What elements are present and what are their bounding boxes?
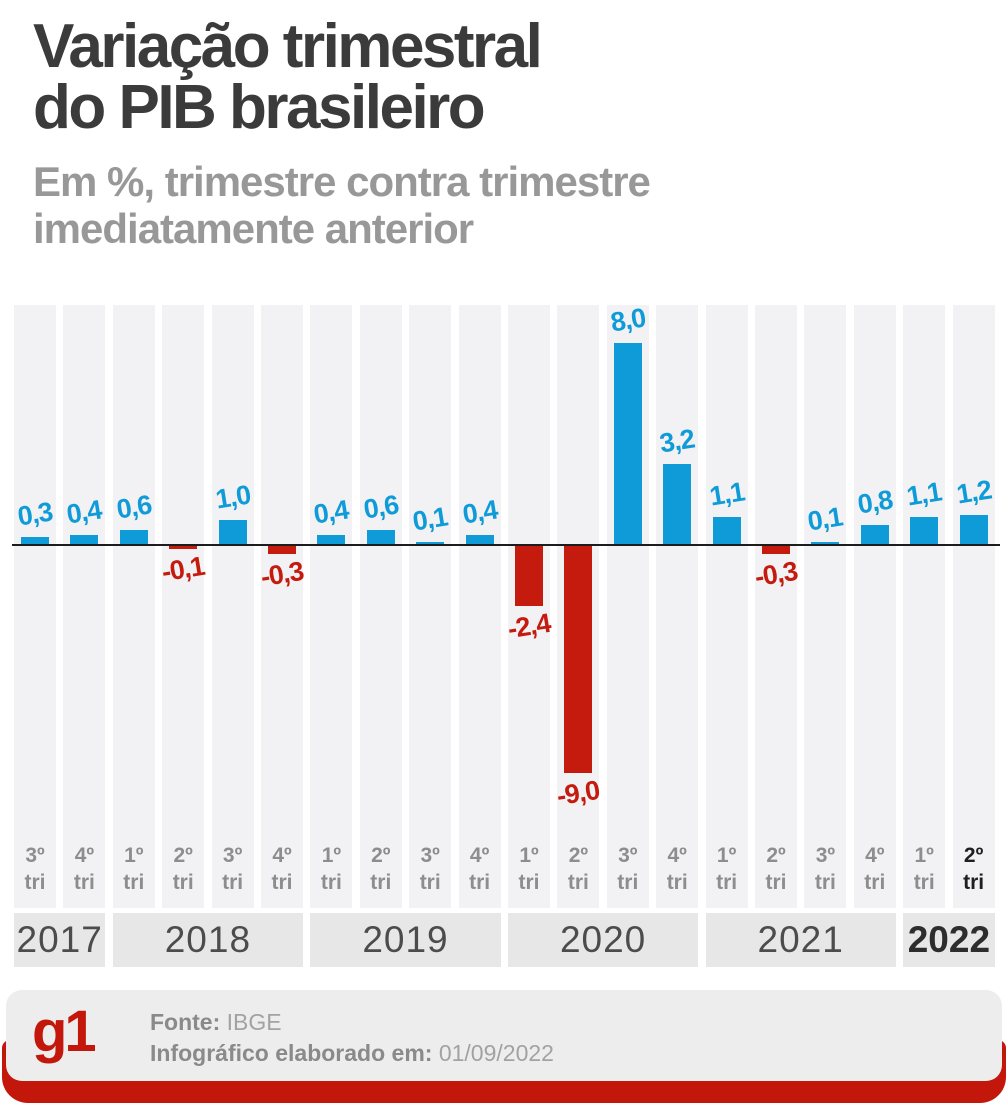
chart-column-stripe xyxy=(261,305,303,908)
date-value: 01/09/2022 xyxy=(438,1040,554,1066)
bar xyxy=(268,546,296,554)
g1-logo: g1 xyxy=(32,999,97,1064)
date-label: Infográfico elaborado em: xyxy=(150,1040,433,1066)
bar-value-label: -2,4 xyxy=(505,608,553,645)
quarter-label: 4º tri xyxy=(864,844,886,894)
quarter-label: 3º tri xyxy=(617,844,639,894)
quarter-label: 4º tri xyxy=(666,844,688,894)
bar-value-label: -0,3 xyxy=(258,555,306,592)
bar xyxy=(465,534,494,545)
chart-column-stripe xyxy=(656,305,699,908)
chart-column-stripe xyxy=(508,305,550,908)
chart-column-stripe xyxy=(755,305,797,908)
chart-column-stripe xyxy=(162,305,205,908)
chart-column-stripe xyxy=(310,305,353,908)
chart-column-stripe xyxy=(458,305,501,908)
footer-panel: g1 Fonte: IBGE Infográfico elaborado em:… xyxy=(6,990,1002,1081)
chart-column-stripe xyxy=(705,305,748,908)
quarter-label: 1º tri xyxy=(123,844,145,894)
bar-value-label: 8,0 xyxy=(608,302,648,338)
chart-column-stripe xyxy=(211,305,254,908)
quarter-label: 2º tri xyxy=(370,844,392,894)
bar xyxy=(70,534,99,545)
quarter-label: 3º tri xyxy=(24,844,46,894)
bar xyxy=(366,529,395,545)
chart-column-stripe xyxy=(14,305,56,908)
bar xyxy=(515,546,543,607)
page-title: Variação trimestral do PIB brasileiro xyxy=(33,12,543,142)
quarter-label: 1º tri xyxy=(518,844,540,894)
quarter-label: 1º tri xyxy=(320,844,342,894)
quarter-label: 2º tri xyxy=(963,844,985,894)
quarter-label: 1º tri xyxy=(913,844,935,894)
zero-axis-line xyxy=(12,544,1000,546)
bar xyxy=(860,524,889,545)
source-value: IBGE xyxy=(226,1009,282,1035)
page-subtitle: Em %, trimestre contra trimestre imediat… xyxy=(33,158,651,252)
chart-column-stripe xyxy=(359,305,402,908)
quarter-label: 4º tri xyxy=(271,844,293,894)
bar xyxy=(564,546,593,773)
footer-credits: Fonte: IBGE Infográfico elaborado em: 01… xyxy=(150,1007,554,1069)
bar xyxy=(317,534,346,545)
year-band: 2022 xyxy=(903,913,995,967)
quarter-label: 4º tri xyxy=(469,844,491,894)
bar xyxy=(811,542,840,545)
year-band: 2019 xyxy=(310,913,501,967)
chart-column-stripe xyxy=(952,305,995,908)
bar xyxy=(959,514,988,545)
chart-column-stripe xyxy=(804,305,847,908)
year-band: 2020 xyxy=(508,913,699,967)
date-line: Infográfico elaborado em: 01/09/2022 xyxy=(150,1038,554,1069)
year-band: 2018 xyxy=(112,913,303,967)
quarter-label: 4º tri xyxy=(73,844,95,894)
chart-column-stripe xyxy=(409,305,452,908)
quarter-label: 3º tri xyxy=(222,844,244,894)
bar xyxy=(169,546,198,549)
bar-value-label: -9,0 xyxy=(554,774,602,811)
bar-value-label: 0,4 xyxy=(460,494,499,530)
bar-value-label: 1,1 xyxy=(707,476,746,512)
bar-value-label: 1,0 xyxy=(213,479,252,515)
year-band: 2021 xyxy=(705,913,896,967)
quarter-label: 2º tri xyxy=(567,844,589,894)
year-band: 2017 xyxy=(14,913,106,967)
bar-value-label: 3,2 xyxy=(657,423,697,459)
chart-column-stripe xyxy=(63,305,106,908)
bar xyxy=(663,464,692,545)
quarter-label: 2º tri xyxy=(765,844,787,894)
bar xyxy=(613,343,642,545)
chart-column-stripe xyxy=(853,305,896,908)
bar xyxy=(119,529,148,545)
quarter-label: 3º tri xyxy=(419,844,441,894)
bar xyxy=(762,546,790,554)
bar xyxy=(416,542,445,545)
source-line: Fonte: IBGE xyxy=(150,1007,554,1038)
bar-value-label: -0,3 xyxy=(752,555,800,592)
bar xyxy=(218,519,247,545)
quarter-label: 3º tri xyxy=(814,844,836,894)
bar-value-label: -0,1 xyxy=(159,550,207,587)
quarter-label: 2º tri xyxy=(172,844,194,894)
bar xyxy=(712,517,741,545)
chart-column-stripe xyxy=(903,305,946,908)
bar xyxy=(21,537,49,545)
quarter-label: 1º tri xyxy=(716,844,738,894)
bar xyxy=(910,517,939,545)
chart-column-stripe xyxy=(112,305,155,908)
source-label: Fonte: xyxy=(150,1009,221,1035)
